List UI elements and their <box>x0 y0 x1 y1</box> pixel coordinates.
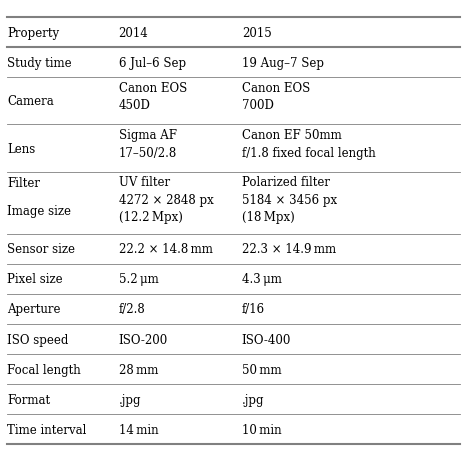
Text: 50 mm: 50 mm <box>242 363 281 376</box>
Text: .jpg: .jpg <box>242 393 264 406</box>
Text: 2015: 2015 <box>242 27 272 40</box>
Text: ISO speed: ISO speed <box>7 333 68 346</box>
Text: 5.2 μm: 5.2 μm <box>119 273 158 286</box>
Text: Canon EOS
450D: Canon EOS 450D <box>119 82 187 112</box>
Text: Study time: Study time <box>7 56 72 69</box>
Text: Aperture: Aperture <box>7 303 60 316</box>
Text: Camera: Camera <box>7 95 54 108</box>
Text: 22.3 × 14.9 mm: 22.3 × 14.9 mm <box>242 243 336 256</box>
Text: Image size: Image size <box>7 204 71 217</box>
Text: UV filter
4272 × 2848 px
(12.2 Mpx): UV filter 4272 × 2848 px (12.2 Mpx) <box>119 176 213 224</box>
Text: Canon EOS
700D: Canon EOS 700D <box>242 82 310 112</box>
Text: Filter: Filter <box>7 177 40 190</box>
Text: Polarized filter
5184 × 3456 px
(18 Mpx): Polarized filter 5184 × 3456 px (18 Mpx) <box>242 176 337 224</box>
Text: Pixel size: Pixel size <box>7 273 63 286</box>
Text: Format: Format <box>7 393 50 406</box>
Text: Property: Property <box>7 27 59 40</box>
Text: Canon EF 50mm
f/1.8 fixed focal length: Canon EF 50mm f/1.8 fixed focal length <box>242 129 376 159</box>
Text: Focal length: Focal length <box>7 363 81 376</box>
Text: Sigma AF
17–50/2.8: Sigma AF 17–50/2.8 <box>119 129 177 159</box>
Text: 28 mm: 28 mm <box>119 363 158 376</box>
Text: 14 min: 14 min <box>119 423 158 436</box>
Text: 4.3 μm: 4.3 μm <box>242 273 282 286</box>
Text: Sensor size: Sensor size <box>7 243 75 256</box>
Text: Lens: Lens <box>7 142 35 155</box>
Text: 19 Aug–7 Sep: 19 Aug–7 Sep <box>242 56 324 69</box>
Text: .jpg: .jpg <box>119 393 141 406</box>
Text: f/2.8: f/2.8 <box>119 303 146 316</box>
Text: 2014: 2014 <box>119 27 148 40</box>
Text: ISO-400: ISO-400 <box>242 333 291 346</box>
Text: 22.2 × 14.8 mm: 22.2 × 14.8 mm <box>119 243 213 256</box>
Text: Time interval: Time interval <box>7 423 86 436</box>
Text: f/16: f/16 <box>242 303 265 316</box>
Text: 10 min: 10 min <box>242 423 281 436</box>
Text: ISO-200: ISO-200 <box>119 333 168 346</box>
Text: 6 Jul–6 Sep: 6 Jul–6 Sep <box>119 56 186 69</box>
